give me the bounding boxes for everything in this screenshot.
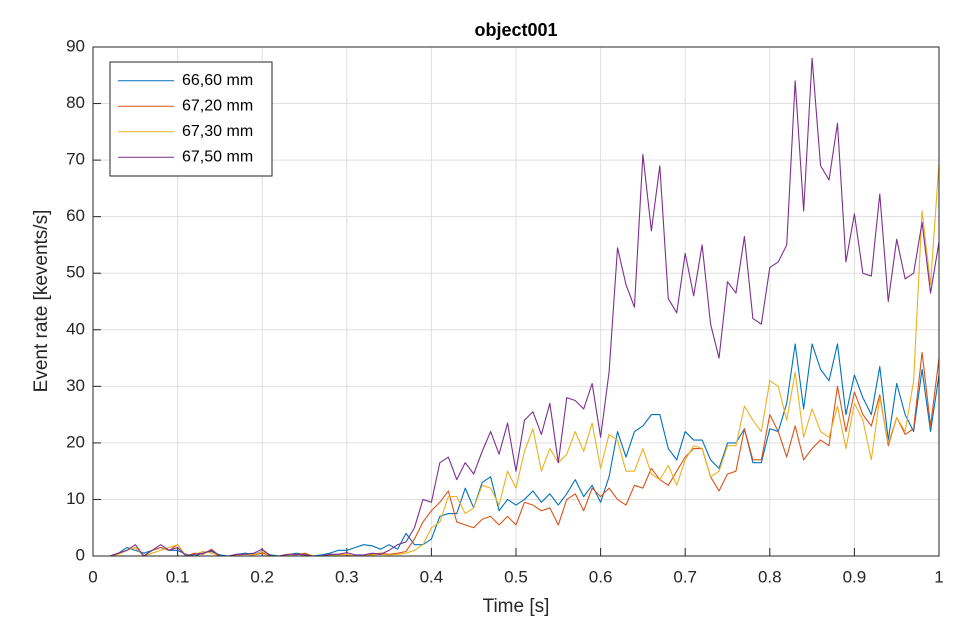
- x-tick-label: 0.5: [504, 567, 528, 586]
- data-line: [101, 57, 940, 557]
- chart-title: object001: [474, 20, 557, 40]
- y-tick-label: 50: [66, 263, 85, 282]
- x-tick-label: 0.4: [420, 567, 444, 586]
- x-tick-label: 0.3: [335, 567, 359, 586]
- legend: 66,60 mm 67,20 mm 67,30 mm 67,50 mm: [109, 61, 273, 177]
- y-tick-label: 90: [66, 36, 85, 55]
- legend-label: 67,30 mm: [182, 123, 253, 140]
- y-tick-label: 60: [66, 206, 85, 225]
- x-tick-label: 0.8: [758, 567, 782, 586]
- y-tick-label: 10: [66, 489, 85, 508]
- y-tick-label: 30: [66, 376, 85, 395]
- legend-label: 66,60 mm: [182, 72, 253, 89]
- x-tick-label: 0.1: [166, 567, 190, 586]
- x-tick-label: 0.7: [673, 567, 697, 586]
- x-tick-label: 0: [88, 567, 97, 586]
- y-tick-label: 70: [66, 150, 85, 169]
- y-tick-label: 20: [66, 432, 85, 451]
- x-tick-label: 0.2: [250, 567, 274, 586]
- legend-label: 67,50 mm: [182, 148, 253, 165]
- x-tick-label: 0.9: [843, 567, 867, 586]
- legend-label: 67,20 mm: [182, 97, 253, 114]
- y-tick-label: 0: [76, 545, 85, 564]
- x-tick-label: 0.6: [589, 567, 613, 586]
- x-axis-label: Time [s]: [483, 596, 550, 617]
- y-axis-label: Event rate [kevents/s]: [31, 210, 52, 393]
- axes-box: [92, 46, 940, 557]
- y-tick-label: 40: [66, 319, 85, 338]
- data-line: [101, 343, 940, 557]
- x-tick-label: 1: [934, 567, 943, 586]
- y-tick-label: 80: [66, 93, 85, 112]
